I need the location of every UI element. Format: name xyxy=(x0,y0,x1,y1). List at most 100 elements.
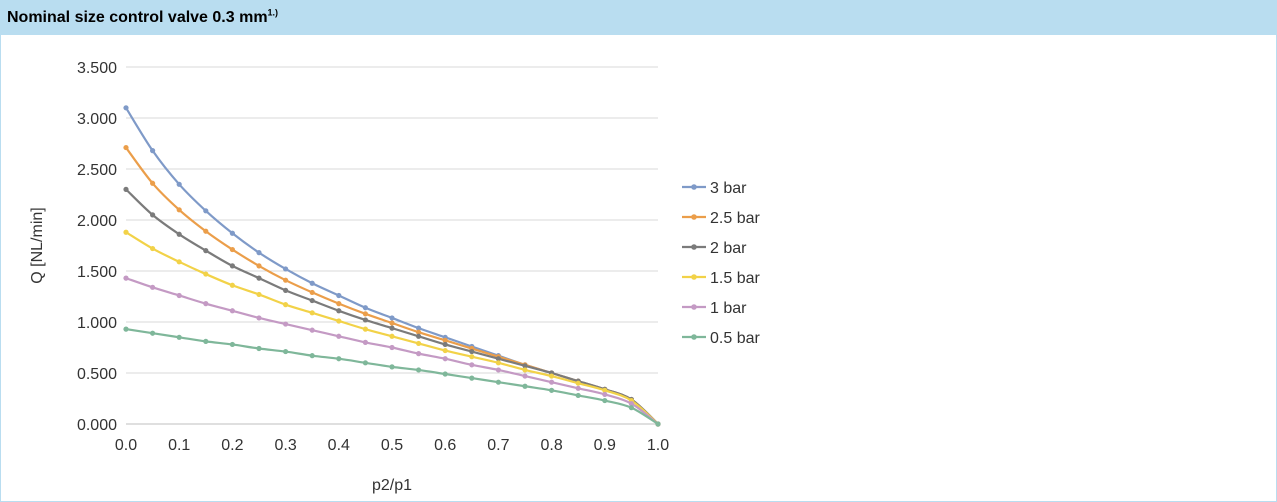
x-tick-label: 1.0 xyxy=(647,437,669,454)
series-3 xyxy=(123,229,661,427)
legend-item: 0.5 bar xyxy=(682,330,760,347)
data-point xyxy=(628,405,635,411)
data-point xyxy=(203,301,209,307)
data-point xyxy=(150,212,156,218)
data-point xyxy=(602,397,608,404)
data-point xyxy=(655,421,661,427)
legend-item: 2.5 bar xyxy=(682,210,760,227)
legend-swatch-marker xyxy=(691,304,697,310)
data-point xyxy=(416,340,422,347)
data-point xyxy=(389,344,395,351)
legend-label: 3 bar xyxy=(710,180,747,197)
data-point xyxy=(389,325,395,331)
data-point xyxy=(150,180,156,186)
data-point xyxy=(336,318,342,324)
data-point xyxy=(362,339,368,345)
data-point xyxy=(229,263,235,269)
data-point xyxy=(309,280,315,286)
data-point xyxy=(442,356,448,362)
legend-label: 2.5 bar xyxy=(710,210,760,227)
data-point xyxy=(389,364,395,370)
data-point xyxy=(283,277,289,283)
legend-item: 1.5 bar xyxy=(682,270,760,287)
data-point xyxy=(203,271,209,277)
y-tick-label: 1.500 xyxy=(77,264,117,281)
y-tick-label: 0.000 xyxy=(77,417,117,434)
data-point xyxy=(495,360,501,366)
chart-title: Nominal size control valve 0.3 mm1.) xyxy=(7,7,279,26)
data-point xyxy=(176,231,182,237)
data-point xyxy=(416,325,422,331)
legend-swatch-marker xyxy=(691,184,697,190)
data-point xyxy=(442,347,448,354)
data-point xyxy=(203,208,209,214)
data-point xyxy=(256,275,262,281)
data-point xyxy=(123,105,129,111)
y-tick-label: 0.500 xyxy=(77,366,117,383)
data-point xyxy=(229,341,235,348)
data-point xyxy=(416,329,422,335)
x-tick-label: 0.1 xyxy=(168,437,190,454)
data-point xyxy=(309,327,315,333)
data-point xyxy=(362,360,368,366)
data-point xyxy=(362,326,368,332)
data-point xyxy=(229,230,235,236)
y-tick-label: 1.000 xyxy=(77,315,117,332)
legend-swatch-marker xyxy=(691,214,697,220)
data-point xyxy=(602,387,608,393)
data-point xyxy=(549,373,555,379)
x-axis-ticks: 0.0 0.1 0.2 0.3 0.4 0.5 0.6 0.7 0.8 0.9 1.0 xyxy=(115,437,669,454)
legend-swatch-marker xyxy=(691,334,697,340)
data-point xyxy=(495,379,501,385)
data-point xyxy=(575,380,581,386)
data-point xyxy=(469,348,475,355)
data-point xyxy=(283,266,289,272)
y-tick-label: 2.000 xyxy=(77,213,117,230)
data-point xyxy=(203,248,209,254)
legend-item: 3 bar xyxy=(682,180,747,197)
legend-swatch-marker xyxy=(691,244,697,250)
data-point xyxy=(150,284,156,290)
data-point xyxy=(442,341,448,348)
data-point xyxy=(309,353,315,359)
data-point xyxy=(176,207,182,213)
gridlines xyxy=(126,66,658,425)
data-point xyxy=(123,186,129,192)
data-point xyxy=(176,334,182,340)
x-tick-label: 0.9 xyxy=(594,437,616,454)
data-point xyxy=(336,333,342,339)
data-point xyxy=(469,354,475,360)
data-point xyxy=(123,275,129,281)
data-point xyxy=(495,356,501,362)
data-point xyxy=(442,371,448,377)
data-point xyxy=(522,367,528,373)
data-point xyxy=(150,245,156,252)
data-point xyxy=(628,401,635,407)
data-point xyxy=(229,282,235,288)
series-line xyxy=(125,277,659,425)
legend-label: 0.5 bar xyxy=(710,330,760,347)
data-point xyxy=(176,181,182,187)
data-point xyxy=(123,229,129,235)
data-point xyxy=(442,337,448,343)
data-point xyxy=(256,263,262,269)
series-0 xyxy=(123,105,661,427)
x-axis-label: p2/p1 xyxy=(372,477,412,494)
data-point xyxy=(389,333,395,339)
y-tick-label: 3.500 xyxy=(77,60,117,77)
x-tick-label: 0.8 xyxy=(540,437,562,454)
data-point xyxy=(522,363,528,369)
data-point xyxy=(256,250,262,256)
data-point xyxy=(416,367,422,373)
data-point xyxy=(176,292,182,299)
data-point xyxy=(123,326,129,332)
data-point xyxy=(229,308,235,314)
data-point xyxy=(575,385,581,391)
data-point xyxy=(469,362,475,368)
legend-item: 1 bar xyxy=(682,300,747,317)
data-point xyxy=(336,356,342,362)
data-point xyxy=(575,392,581,399)
data-point xyxy=(336,308,342,314)
data-point xyxy=(602,391,608,398)
data-point xyxy=(150,148,156,154)
